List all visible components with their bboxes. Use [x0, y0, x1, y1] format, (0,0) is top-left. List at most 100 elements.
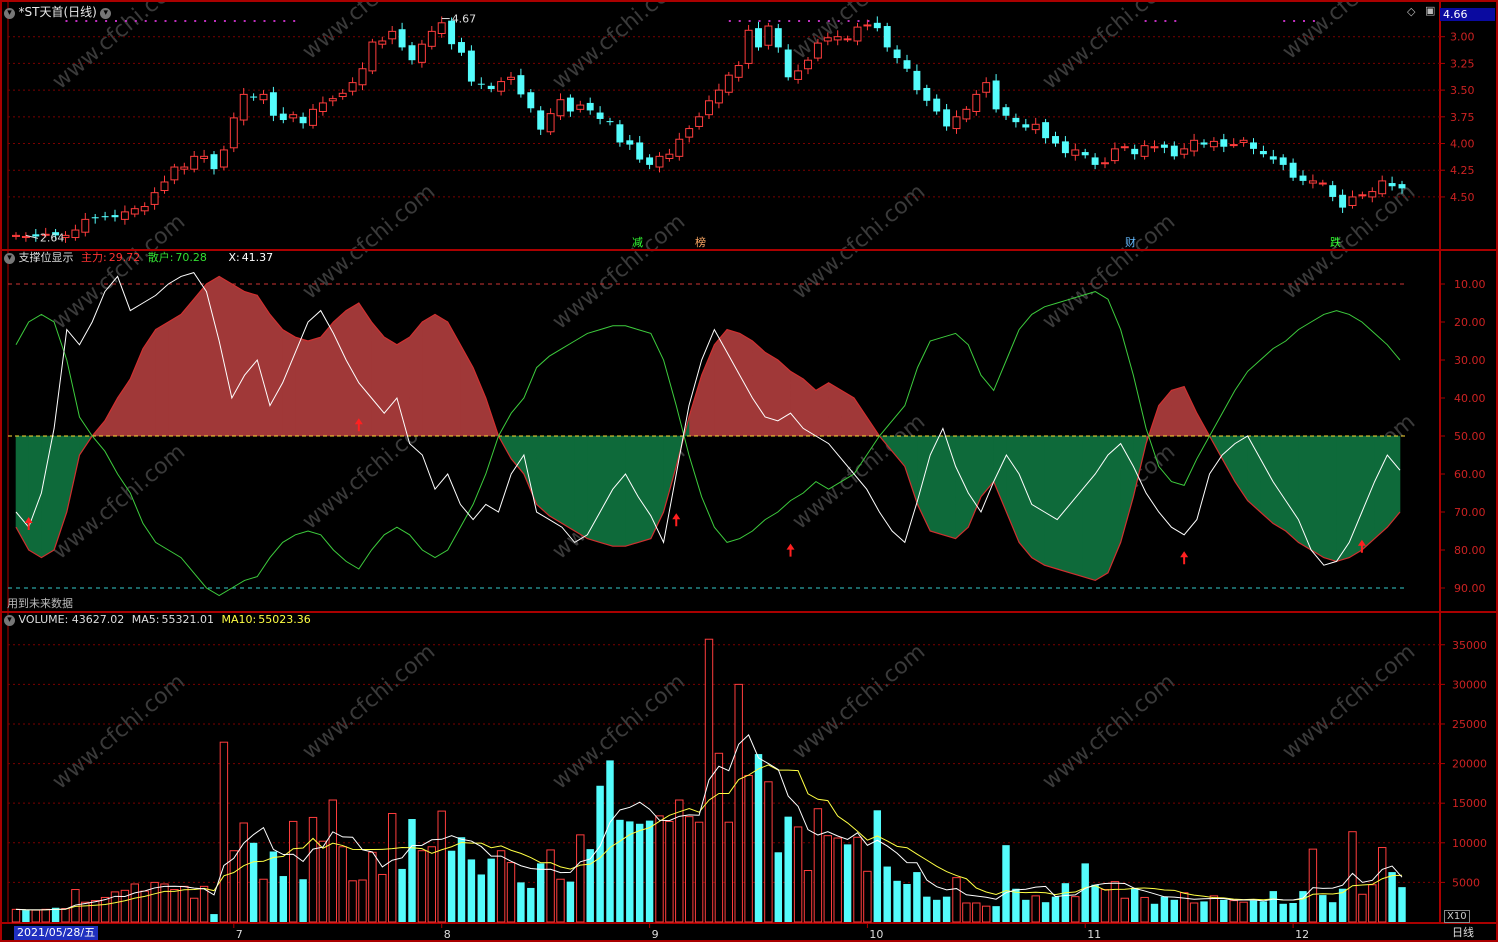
high-price-label: 4.67	[452, 13, 477, 26]
volume-panel	[11, 638, 1406, 923]
candle-body-down	[873, 22, 881, 29]
volume-bar-down	[477, 874, 486, 922]
volume-bar-down	[883, 866, 891, 922]
price-tick-label: 3.50	[1450, 84, 1475, 97]
month-tick-label: 8	[444, 928, 451, 941]
candle-body-down	[210, 154, 218, 170]
volume-bar-up	[863, 870, 872, 923]
support-arrow	[1357, 539, 1366, 553]
candle-body-down	[91, 217, 99, 219]
volume-bar-down	[566, 881, 575, 922]
event-dot	[1283, 20, 1286, 22]
candle-body-down	[1398, 184, 1406, 189]
retail-area	[15, 416, 1401, 581]
candle-body-up	[140, 206, 149, 212]
event-dot	[827, 20, 830, 22]
candle-body-up	[259, 93, 268, 101]
event-dot	[223, 20, 226, 22]
volume-bar-up	[189, 897, 199, 923]
layout-icon[interactable]: ▣	[1425, 4, 1436, 17]
volume-bar-up	[150, 881, 159, 923]
volume-bar-down	[596, 785, 604, 922]
candle-body-down	[1002, 107, 1010, 116]
event-dot	[738, 20, 741, 22]
volume-bar-down	[1041, 902, 1050, 922]
title-bar[interactable]: ▾ *ST天首(日线) ▾	[4, 5, 112, 20]
volume-bar-down	[1012, 888, 1020, 922]
indicator-header[interactable]: ▾ 支撑位显示 主力: 29.72 散户: 70.28 X: 41.37	[4, 251, 273, 265]
volume-bar-up	[496, 850, 506, 923]
volume-header[interactable]: ▾ VOLUME: 43627.02 MA5: 55321.01 MA10: 550…	[4, 613, 311, 627]
event-dot	[233, 20, 236, 22]
candle-body-down	[408, 45, 416, 61]
price-panel: 4.67 2.64 减 榜 财 跌	[12, 13, 1406, 249]
candle-body-down	[636, 142, 644, 160]
volume-bar-down	[1279, 903, 1287, 922]
volume-bar-up	[1031, 895, 1040, 923]
volume-bar-up	[368, 851, 377, 923]
candle-body-down	[1061, 141, 1069, 154]
month-tick-label: 9	[652, 928, 659, 941]
candle-body-up	[309, 108, 317, 126]
candle-body-up	[972, 93, 981, 112]
volume-bar-down	[1081, 863, 1089, 922]
candle-body-up	[120, 211, 129, 220]
event-dot	[184, 20, 187, 22]
x-label: X:	[228, 251, 240, 264]
x-line	[15, 272, 1401, 566]
candle-body-down	[1052, 136, 1059, 144]
settings-icon[interactable]: ▾	[100, 7, 112, 19]
volume-bar-up	[962, 902, 971, 923]
volume-bar-up	[1140, 896, 1149, 923]
candle-body-up	[685, 128, 694, 138]
candle-body-up	[1308, 180, 1317, 184]
diamond-icon[interactable]: ◇	[1407, 5, 1416, 18]
volume-bar-down	[1002, 845, 1010, 922]
candle-body-up	[1190, 139, 1199, 152]
candle-body-down	[626, 140, 634, 145]
candle-body-up	[1318, 182, 1327, 185]
indicator-collapse-icon[interactable]: ▾	[4, 252, 15, 264]
collapse-icon[interactable]: ▾	[4, 7, 15, 19]
support-arrow	[1180, 551, 1189, 565]
event-dot	[837, 20, 840, 22]
volume-bar-down	[1398, 887, 1406, 922]
volume-bar-down	[408, 819, 416, 922]
volume-bar-up	[1308, 848, 1318, 923]
candle-body-up	[71, 229, 80, 239]
event-dot	[164, 20, 167, 22]
volume-bar-down	[1338, 888, 1347, 922]
event-dot	[65, 20, 68, 22]
volume-bar-down	[1170, 899, 1179, 922]
price-tick-label: 4.50	[1450, 191, 1475, 204]
candle-body-down	[250, 96, 258, 98]
price-tick-label: 3.75	[1450, 111, 1475, 124]
volume-bar-down	[1289, 902, 1297, 922]
period-label[interactable]: 日线	[1452, 926, 1474, 939]
month-tick-label: 10	[869, 928, 883, 941]
candle-body-up	[190, 155, 199, 170]
candle-body-up	[229, 117, 238, 149]
candle-body-up	[160, 181, 169, 192]
candle-body-down	[606, 121, 614, 123]
x-value: 41.37	[241, 251, 274, 264]
candle-body-down	[1299, 175, 1307, 181]
fund-line	[15, 275, 1401, 582]
volume-bar-up	[318, 840, 328, 923]
candle-body-up	[81, 218, 90, 233]
candle-body-up	[239, 93, 248, 121]
candle-body-down	[1012, 117, 1020, 123]
volume-bar-up	[180, 885, 189, 923]
volume-bar-up	[556, 878, 565, 923]
candle-body-down	[992, 80, 1000, 110]
event-dot	[75, 20, 78, 22]
event-dot	[798, 20, 801, 22]
volume-bar-up	[1179, 892, 1189, 923]
candle-body-up	[982, 82, 991, 93]
volume-collapse-icon[interactable]: ▾	[4, 614, 15, 626]
volume-bar-up	[219, 741, 229, 923]
ma5-line	[15, 734, 1403, 911]
candle-body-up	[318, 102, 327, 112]
volume-bar-up	[1368, 884, 1377, 923]
indicator-tick-label: 10.00	[1454, 278, 1486, 291]
